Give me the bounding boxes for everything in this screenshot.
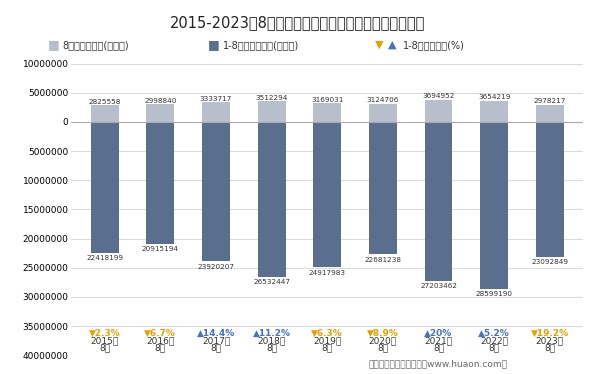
Text: 2998840: 2998840 <box>144 98 177 104</box>
Text: 2978217: 2978217 <box>534 98 566 104</box>
Text: ▲: ▲ <box>388 40 396 50</box>
Bar <box>146 104 174 122</box>
Text: 20915194: 20915194 <box>142 246 179 252</box>
Bar <box>91 122 118 253</box>
Bar <box>258 122 286 277</box>
Text: 2022年: 2022年 <box>480 336 508 345</box>
Text: ▼2.3%: ▼2.3% <box>89 329 121 338</box>
Text: 8月: 8月 <box>377 344 389 353</box>
Bar <box>314 122 341 267</box>
Bar <box>314 104 341 122</box>
Text: 8月: 8月 <box>155 344 166 353</box>
Text: ▲11.2%: ▲11.2% <box>253 329 290 338</box>
Text: ▼6.3%: ▼6.3% <box>311 329 343 338</box>
Text: 8月: 8月 <box>322 344 333 353</box>
Text: ▼8.9%: ▼8.9% <box>367 329 399 338</box>
Text: ▼: ▼ <box>375 40 383 50</box>
Text: 8月: 8月 <box>433 344 444 353</box>
Text: 2015年: 2015年 <box>90 336 119 345</box>
Text: 8月: 8月 <box>211 344 221 353</box>
Bar <box>536 105 563 122</box>
Bar <box>202 122 230 261</box>
Bar <box>258 101 286 122</box>
Text: 2016年: 2016年 <box>146 336 174 345</box>
Text: 2023年: 2023年 <box>536 336 564 345</box>
Text: 23920207: 23920207 <box>198 264 234 270</box>
Text: 8月: 8月 <box>544 344 555 353</box>
Text: 24917983: 24917983 <box>309 270 346 276</box>
Bar <box>369 122 397 254</box>
Text: 8月: 8月 <box>99 344 110 353</box>
Text: 8月: 8月 <box>266 344 277 353</box>
Text: 3512294: 3512294 <box>255 95 288 101</box>
Text: ■: ■ <box>48 39 60 51</box>
Text: 3124706: 3124706 <box>367 97 399 103</box>
Text: 22418199: 22418199 <box>86 255 123 261</box>
Text: 23092849: 23092849 <box>531 259 568 265</box>
Bar <box>146 122 174 244</box>
Text: 3654219: 3654219 <box>478 94 511 100</box>
Text: ▼6.7%: ▼6.7% <box>145 329 176 338</box>
Text: 27203462: 27203462 <box>420 283 457 289</box>
Bar <box>425 122 452 280</box>
Bar <box>91 105 118 122</box>
Text: 26532447: 26532447 <box>253 279 290 285</box>
Text: 2015-2023年8月江苏省外商投资企业进出口总额统计图: 2015-2023年8月江苏省外商投资企业进出口总额统计图 <box>170 15 425 30</box>
Text: 2019年: 2019年 <box>313 336 342 345</box>
Text: 2020年: 2020年 <box>369 336 397 345</box>
Bar <box>480 101 508 122</box>
Text: ▲5.2%: ▲5.2% <box>478 329 510 338</box>
Text: 2021年: 2021年 <box>424 336 453 345</box>
Text: 2825558: 2825558 <box>89 99 121 105</box>
Text: 2018年: 2018年 <box>258 336 286 345</box>
Bar <box>480 122 508 289</box>
Bar <box>425 100 452 122</box>
Text: 8月: 8月 <box>488 344 500 353</box>
Text: 1-8月同比增速(%): 1-8月同比增速(%) <box>403 40 465 50</box>
Text: ▲14.4%: ▲14.4% <box>197 329 235 338</box>
Text: ▼19.2%: ▼19.2% <box>531 329 569 338</box>
Bar <box>202 102 230 122</box>
Text: ▲20%: ▲20% <box>424 329 453 338</box>
Text: 22681238: 22681238 <box>364 257 402 263</box>
Text: 3694952: 3694952 <box>422 94 455 99</box>
Text: 8月进出口总额(万美元): 8月进出口总额(万美元) <box>62 40 129 50</box>
Text: 1-8月进出口总额(万美元): 1-8月进出口总额(万美元) <box>223 40 299 50</box>
Text: 3333717: 3333717 <box>200 96 232 102</box>
Text: 3169031: 3169031 <box>311 96 343 102</box>
Bar <box>369 104 397 122</box>
Text: 制图：华经产业研究院（www.huaon.com）: 制图：华经产业研究院（www.huaon.com） <box>369 359 508 368</box>
Text: ■: ■ <box>208 39 220 51</box>
Text: 28599190: 28599190 <box>475 291 513 297</box>
Bar <box>536 122 563 257</box>
Text: 2017年: 2017年 <box>202 336 230 345</box>
